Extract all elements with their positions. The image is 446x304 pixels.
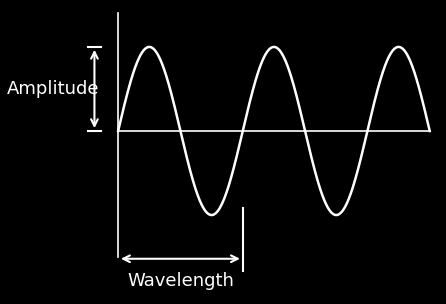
Text: Wavelength: Wavelength bbox=[127, 271, 234, 290]
Text: Amplitude: Amplitude bbox=[6, 80, 99, 98]
